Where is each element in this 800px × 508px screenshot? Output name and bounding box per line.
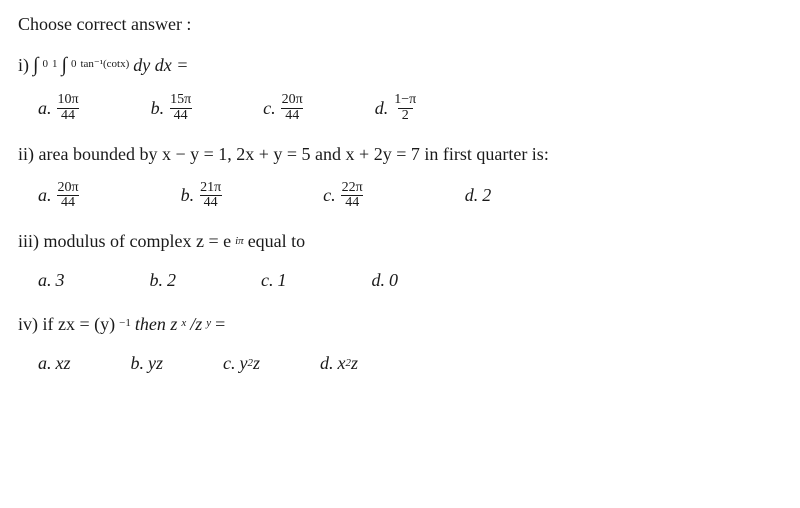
q4-option-a: a.xz [38, 351, 71, 376]
q1-option-d: d. 1−π2 [375, 93, 418, 123]
fraction: 15π44 [168, 93, 193, 123]
q3-option-d: d.0 [372, 268, 399, 293]
question-2: ii) area bounded by x − y = 1, 2x + y = … [18, 142, 782, 167]
option-value: 3 [56, 268, 65, 293]
fraction: 20π44 [56, 181, 81, 211]
q4-pre: iv) if zx = (y) [18, 312, 115, 337]
q3-option-c: c.1 [261, 268, 287, 293]
q4-suby: y [206, 316, 211, 331]
q4-option-d: d.x2z [320, 351, 358, 376]
q1-outer-lower: 0 [42, 57, 48, 72]
option-label: c. [263, 96, 276, 121]
question-1: i) ∫01 ∫0tan⁻¹(cotx) dy dx = [18, 51, 782, 79]
denominator: 44 [57, 108, 79, 124]
q1-option-c: c. 20π44 [263, 93, 305, 123]
denominator: 44 [57, 195, 79, 211]
numerator: 1−π [392, 93, 418, 108]
numerator: 20π [280, 93, 305, 108]
q1-option-a: a. 10π44 [38, 93, 81, 123]
denominator: 44 [200, 195, 222, 211]
fraction: 22π44 [340, 181, 365, 211]
q4-option-c: c.y2z [223, 351, 260, 376]
option-label: d. [375, 96, 389, 121]
numerator: 20π [56, 181, 81, 196]
q1-tail: dy dx = [133, 53, 188, 78]
option-label: a. [38, 96, 52, 121]
option-value: xz [56, 351, 71, 376]
q1-prefix: i) [18, 53, 29, 78]
option-label: d. [372, 268, 386, 293]
q1-option-b: b. 15π44 [151, 93, 194, 123]
q3-option-a: a.3 [38, 268, 65, 293]
q1-outer-upper: 1 [52, 57, 58, 72]
q4d-post: z [351, 351, 358, 376]
denominator: 44 [281, 108, 303, 124]
q2-option-b: b. 21π44 [181, 181, 224, 211]
option-label: d. [465, 183, 479, 208]
option-label: d. [320, 351, 334, 376]
q4-post: = [215, 312, 225, 337]
q4-mid: then z [135, 312, 178, 337]
option-value: 1 [278, 268, 287, 293]
q2-text: ii) area bounded by x − y = 1, 2x + y = … [18, 142, 549, 167]
q4c-post: z [253, 351, 260, 376]
question-4: iv) if zx = (y) −1 then zx/z y = [18, 312, 782, 337]
fraction: 21π44 [198, 181, 223, 211]
fraction: 10π44 [56, 93, 81, 123]
fraction: 1−π2 [392, 93, 418, 123]
q1-options: a. 10π44 b. 15π44 c. 20π44 d. 1−π2 [38, 93, 782, 123]
option-label: a. [38, 183, 52, 208]
option-value: 2 [482, 183, 491, 208]
option-label: c. [261, 268, 274, 293]
q3-pre: iii) modulus of complex z = e [18, 229, 231, 254]
q4c-pre: y [240, 351, 248, 376]
q3-options: a.3 b.2 c.1 d.0 [38, 268, 782, 293]
fraction: 20π44 [280, 93, 305, 123]
option-value: 2 [167, 268, 176, 293]
integral-symbol: ∫ [33, 51, 38, 79]
q4d-pre: x [338, 351, 346, 376]
numerator: 21π [198, 181, 223, 196]
q3-post: equal to [248, 229, 305, 254]
option-label: a. [38, 268, 52, 293]
option-label: c. [223, 351, 236, 376]
question-3: iii) modulus of complex z = e iπ equal to [18, 229, 782, 254]
q2-options: a. 20π44 b. 21π44 c. 22π44 d. 2 [38, 181, 782, 211]
q1-inner-upper: tan⁻¹(cotx) [80, 57, 129, 72]
integral-symbol: ∫ [61, 51, 66, 79]
numerator: 22π [340, 181, 365, 196]
numerator: 15π [168, 93, 193, 108]
option-label: b. [131, 351, 145, 376]
q3-option-b: b.2 [150, 268, 177, 293]
option-label: b. [150, 268, 164, 293]
q3-sup: iπ [235, 234, 244, 249]
option-value: yz [148, 351, 163, 376]
q4-sup: −1 [119, 316, 131, 331]
q4-subx: x [181, 316, 186, 331]
denominator: 44 [170, 108, 192, 124]
q4-slash: /z [190, 312, 202, 337]
option-label: b. [181, 183, 195, 208]
q2-option-c: c. 22π44 [323, 181, 365, 211]
option-value: 0 [389, 268, 398, 293]
q1-inner-lower: 0 [71, 57, 77, 72]
denominator: 44 [341, 195, 363, 211]
option-label: b. [151, 96, 165, 121]
option-label: a. [38, 351, 52, 376]
numerator: 10π [56, 93, 81, 108]
option-label: c. [323, 183, 336, 208]
q2-option-d: d. 2 [465, 181, 492, 211]
q4-option-b: b.yz [131, 351, 164, 376]
denominator: 2 [398, 108, 413, 124]
q2-option-a: a. 20π44 [38, 181, 81, 211]
page-title: Choose correct answer : [18, 12, 782, 37]
q4-options: a.xz b.yz c.y2z d.x2z [38, 351, 782, 376]
